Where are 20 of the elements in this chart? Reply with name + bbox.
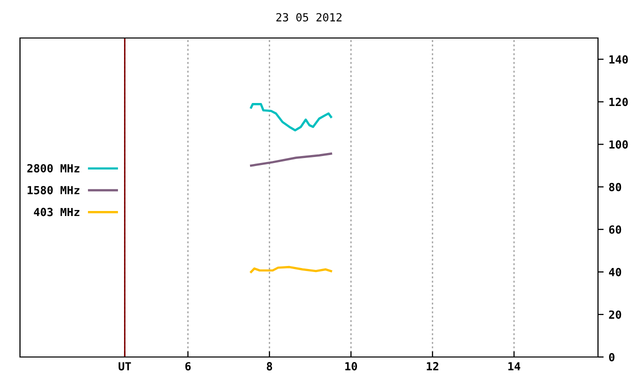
x-tick-label: 10 [345, 362, 358, 370]
legend-label: 2800 MHz [27, 164, 80, 172]
y-tick-label: 80 [609, 182, 622, 192]
x-tick-label: 8 [266, 362, 272, 370]
y-tick-label: 120 [609, 98, 628, 106]
y-tick-label: 0 [609, 352, 614, 362]
y-tick-label: 20 [609, 310, 622, 319]
x-tick-label: 12 [426, 362, 438, 370]
line-series [250, 152, 332, 167]
y-tick-label: 100 [609, 140, 628, 149]
y-tick-label: 140 [609, 55, 628, 64]
legend-label: 403 MHz [34, 208, 80, 216]
x-tick-label: 14 [508, 362, 520, 370]
x-tick-label: UT [118, 362, 131, 370]
y-tick-label: 40 [608, 268, 622, 276]
line-series [250, 103, 332, 132]
legend-label: 1580 MHz [28, 186, 80, 194]
y-tick-label: 60 [609, 225, 622, 234]
x-tick-label: 6 [185, 362, 191, 370]
chart-title: 23 05 2012 [276, 13, 342, 22]
